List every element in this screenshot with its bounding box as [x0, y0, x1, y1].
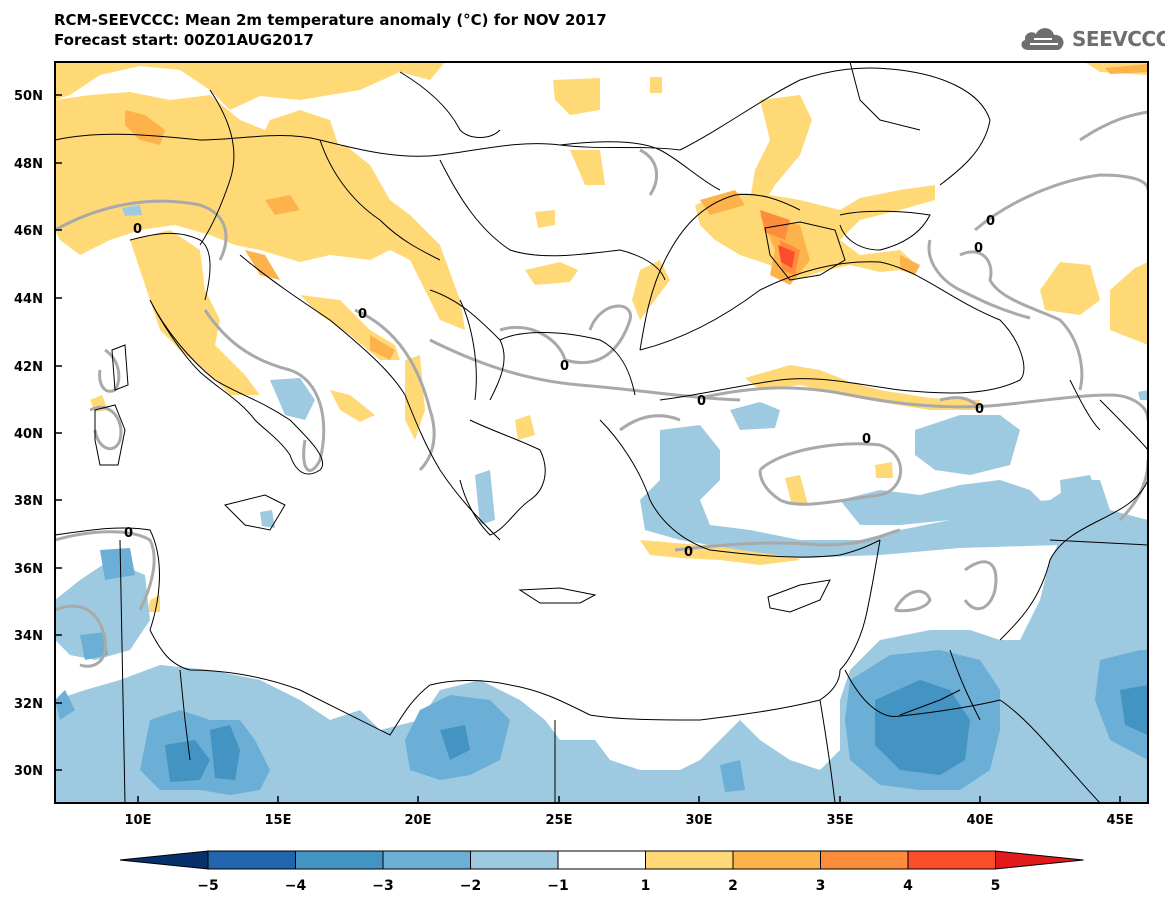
- colorbar-segment: [295, 850, 384, 870]
- lat-label: 42N: [14, 360, 43, 375]
- lon-label: 15E: [265, 813, 292, 828]
- lat-label: 44N: [14, 292, 43, 307]
- contour-label: 0: [974, 241, 983, 256]
- lon-label: 35E: [827, 813, 854, 828]
- lat-label: 36N: [14, 562, 43, 577]
- colorbar-label: −5: [197, 878, 218, 894]
- colorbar-label: −2: [460, 878, 481, 894]
- axis-ticks: [55, 94, 1121, 803]
- colorbar-segment: [732, 850, 821, 870]
- warm-anomaly-areas-4: [778, 245, 795, 268]
- colorbar-label: 5: [991, 878, 1001, 894]
- contour-label: 0: [697, 394, 706, 409]
- seevccc-logo: SEEVCCC: [1018, 22, 1165, 54]
- title-line-2: Forecast start: 00Z01AUG2017: [54, 31, 314, 49]
- lon-label: 25E: [546, 813, 573, 828]
- contour-label: 0: [124, 526, 133, 541]
- colorbar-label: 4: [903, 878, 913, 894]
- zero-contours: [55, 110, 1148, 668]
- colorbar-segment: [207, 850, 296, 870]
- map-title: RCM-SEEVCCC: Mean 2m temperature anomaly…: [54, 10, 607, 50]
- colorbar-label: 1: [641, 878, 651, 894]
- lon-label: 30E: [686, 813, 713, 828]
- contour-labels: 0 0 0 0 0 0 0 0 0 0: [124, 214, 995, 560]
- colorbar-label: −1: [547, 878, 568, 894]
- lat-label: 34N: [14, 629, 43, 644]
- logo-text: SEEVCCC: [1072, 27, 1165, 51]
- colorbar-label: −4: [285, 878, 307, 894]
- colorbar-segment: [382, 850, 471, 870]
- colorbar-segment: [470, 850, 559, 870]
- cool-anomaly-areas-3: [165, 680, 1148, 782]
- colorbar-extend-min: [119, 850, 209, 870]
- lat-label: 30N: [14, 764, 43, 779]
- title-line-1: RCM-SEEVCCC: Mean 2m temperature anomaly…: [54, 11, 607, 29]
- contour-label: 0: [862, 432, 871, 447]
- colorbar-label: 3: [816, 878, 826, 894]
- lon-label: 20E: [405, 813, 432, 828]
- warm-anomaly-areas: [55, 62, 1148, 612]
- lat-label: 38N: [14, 494, 43, 509]
- lon-label: 40E: [967, 813, 994, 828]
- lon-label: 10E: [125, 813, 152, 828]
- contour-label: 0: [560, 359, 569, 374]
- contour-label: 0: [975, 402, 984, 417]
- colorbar-segment: [820, 850, 909, 870]
- colorbar-segment: [557, 850, 646, 870]
- lat-label: 40N: [14, 427, 43, 442]
- longitude-labels: 10E 15E 20E 25E 30E 35E 40E 45E: [125, 813, 1134, 828]
- colorbar: −5 −4 −3 −2 −1 1 2 3 4 5: [119, 850, 1084, 894]
- colorbar-label: 2: [728, 878, 738, 894]
- coastlines-borders: [55, 62, 1148, 803]
- lon-label: 45E: [1107, 813, 1134, 828]
- colorbar-segment: [645, 850, 734, 870]
- contour-label: 0: [133, 222, 142, 237]
- contour-label: 0: [684, 545, 693, 560]
- lat-label: 46N: [14, 224, 43, 239]
- cloud-icon: [1021, 28, 1064, 50]
- colorbar-extend-max: [995, 850, 1084, 870]
- contour-label: 0: [358, 307, 367, 322]
- colorbar-segment: [907, 850, 996, 870]
- lat-label: 32N: [14, 697, 43, 712]
- colorbar-label: −3: [372, 878, 393, 894]
- anomaly-shading: [55, 62, 1148, 803]
- lat-label: 50N: [14, 89, 43, 104]
- lat-label: 48N: [14, 157, 43, 172]
- contour-label: 0: [986, 214, 995, 229]
- latitude-labels: 50N 48N 46N 44N 42N 40N 38N 36N 34N 32N …: [14, 89, 43, 779]
